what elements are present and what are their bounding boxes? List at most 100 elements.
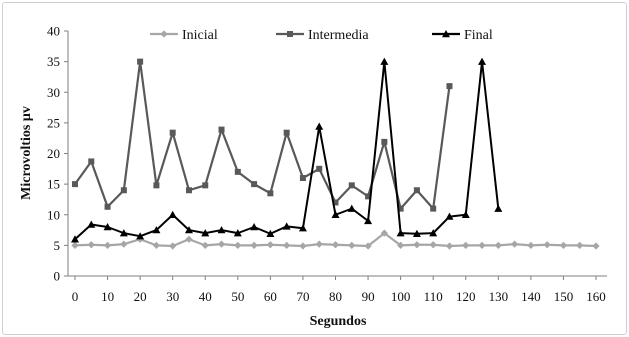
- legend-label-inicial: Inicial: [182, 28, 218, 43]
- y-tick-label: 20: [47, 146, 60, 161]
- data-point-inicial: [348, 241, 356, 249]
- data-point-intermedia: [397, 205, 404, 212]
- data-point-intermedia: [88, 158, 95, 165]
- data-point-final: [103, 223, 112, 231]
- data-point-final: [380, 57, 389, 65]
- data-point-inicial: [71, 241, 79, 249]
- data-point-final: [184, 226, 193, 234]
- data-point-final: [266, 229, 275, 237]
- series-final: [71, 57, 503, 243]
- data-point-final: [494, 204, 503, 212]
- data-point-intermedia: [365, 193, 372, 200]
- data-point-inicial: [217, 240, 226, 248]
- data-point-final: [152, 226, 161, 234]
- x-tick-label: 90: [362, 289, 375, 304]
- data-point-intermedia: [430, 205, 437, 212]
- x-tick-label: 10: [101, 289, 114, 304]
- data-point-final: [364, 216, 373, 225]
- data-point-final: [233, 229, 242, 237]
- data-point-final: [119, 229, 128, 237]
- x-tick-label: 60: [264, 289, 277, 304]
- data-point-final: [396, 229, 405, 237]
- data-point-final: [217, 226, 226, 234]
- data-point-final: [461, 210, 470, 218]
- x-tick-label: 150: [554, 289, 574, 304]
- y-tick-label: 10: [47, 207, 60, 222]
- x-tick-label: 140: [521, 289, 541, 304]
- x-tick-label: 20: [134, 289, 147, 304]
- y-tick-label: 30: [47, 85, 60, 100]
- data-point-inicial: [429, 241, 437, 249]
- data-point-final: [412, 229, 421, 237]
- data-point-inicial: [185, 235, 193, 243]
- data-point-inicial: [152, 241, 161, 249]
- data-point-inicial: [445, 242, 454, 250]
- data-point-intermedia: [413, 187, 420, 194]
- data-point-inicial: [120, 240, 128, 248]
- data-point-inicial: [87, 241, 95, 249]
- x-tick-label: 130: [489, 289, 509, 304]
- data-point-intermedia: [299, 175, 306, 181]
- data-point-inicial: [331, 241, 340, 249]
- data-point-intermedia: [348, 182, 355, 189]
- legend-item-intermedia: Intermedia: [276, 28, 369, 43]
- legend-marker-final: [442, 30, 450, 38]
- data-point-intermedia: [137, 58, 144, 65]
- data-point-intermedia: [202, 182, 209, 189]
- data-point-intermedia: [446, 83, 453, 90]
- data-point-inicial: [103, 241, 112, 249]
- data-point-inicial: [364, 242, 372, 250]
- x-tick-label: 100: [391, 289, 411, 304]
- x-tick-label: 80: [329, 289, 342, 304]
- data-point-inicial: [201, 241, 209, 249]
- legend-label-final: Final: [464, 28, 493, 43]
- data-point-intermedia: [381, 138, 388, 145]
- legend-item-final: Final: [432, 28, 493, 43]
- data-point-intermedia: [251, 181, 258, 188]
- data-point-final: [298, 224, 307, 232]
- y-tick-label: 15: [47, 177, 60, 192]
- x-tick-label: 120: [456, 289, 476, 304]
- y-axis-label: Microvoltios µv: [19, 106, 34, 200]
- data-point-inicial: [266, 241, 274, 249]
- data-point-intermedia: [332, 199, 339, 206]
- data-point-intermedia: [72, 181, 78, 188]
- y-tick-label: 0: [54, 269, 61, 284]
- data-point-final: [445, 212, 454, 220]
- data-point-final: [168, 210, 177, 218]
- y-tick-label: 35: [47, 54, 60, 69]
- data-point-inicial: [169, 242, 177, 250]
- data-point-intermedia: [185, 187, 192, 194]
- data-point-final: [87, 220, 96, 228]
- data-point-inicial: [299, 242, 307, 250]
- series-intermedia: [72, 58, 453, 212]
- data-point-inicial: [510, 240, 519, 248]
- data-point-final: [315, 122, 324, 130]
- data-point-intermedia: [234, 168, 241, 175]
- data-point-intermedia: [104, 203, 111, 210]
- data-point-inicial: [250, 241, 258, 249]
- series-inicial: [71, 229, 600, 250]
- data-point-intermedia: [316, 165, 323, 172]
- data-point-inicial: [462, 241, 470, 249]
- data-point-final: [136, 232, 145, 240]
- data-point-intermedia: [169, 129, 176, 136]
- data-point-final: [331, 210, 340, 218]
- data-point-intermedia: [283, 129, 290, 136]
- legend-item-inicial: Inicial: [150, 28, 218, 43]
- data-point-final: [478, 57, 487, 65]
- data-point-inicial: [576, 241, 584, 249]
- series-line-final: [74, 60, 500, 240]
- data-point-inicial: [283, 241, 291, 249]
- data-point-inicial: [527, 241, 535, 249]
- data-point-intermedia: [218, 126, 225, 133]
- data-point-inicial: [559, 241, 568, 249]
- data-point-final: [282, 222, 291, 230]
- legend-label-intermedia: Intermedia: [308, 28, 369, 43]
- data-point-final: [250, 223, 259, 231]
- data-point-inicial: [234, 241, 242, 249]
- y-tick-label: 40: [47, 24, 60, 39]
- y-tick-label: 25: [47, 115, 60, 130]
